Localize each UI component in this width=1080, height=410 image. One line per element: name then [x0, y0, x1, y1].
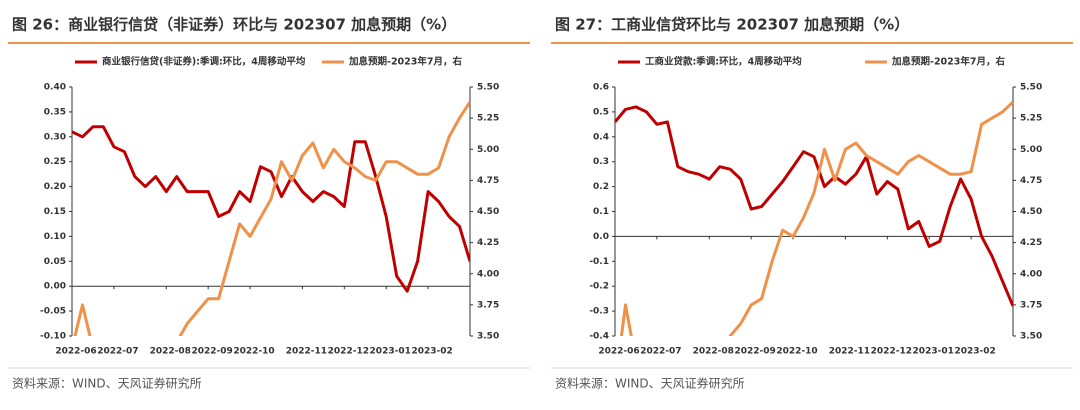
y-tick-label: 0.00 [44, 282, 66, 292]
y2-tick-label: 5.25 [1020, 114, 1042, 124]
x-tick-label: 2022-08 [693, 347, 734, 357]
y2-tick-label: 3.50 [1020, 332, 1042, 342]
y-tick-label: -0.05 [40, 307, 66, 317]
source: 资料来源：WIND、天风证券研究所 [555, 376, 745, 391]
x-tick-label: 2022-09 [735, 347, 776, 357]
x-tick-label: 2023-02 [954, 347, 995, 357]
y-tick-label: 0.3 [593, 157, 609, 167]
y2-tick-label: 5.00 [477, 145, 499, 155]
x-tick-label: 2023-01 [913, 347, 954, 357]
series-line [72, 125, 470, 293]
y-tick-label: -0.10 [40, 332, 66, 342]
series-line [619, 100, 1013, 336]
y2-tick-label: 4.25 [477, 238, 499, 248]
y2-tick-label: 5.50 [1020, 83, 1042, 93]
y-tick-label: 0.0 [593, 232, 609, 242]
y2-tick-label: 4.75 [1020, 176, 1042, 186]
x-tick-label: 2023-01 [370, 347, 411, 357]
y-tick-label: -0.4 [589, 332, 609, 342]
legend-label: 加息预期-2023年7月，右 [348, 56, 462, 68]
y2-tick-label: 4.75 [477, 176, 499, 186]
y-tick-label: 0.6 [593, 83, 609, 93]
y2-tick-label: 3.75 [477, 300, 499, 310]
x-tick-label: 2022-12 [328, 347, 369, 357]
chart-title: 图 26：商业银行信贷（非证券）环比与 202307 加息预期（%） [12, 16, 456, 34]
x-tick-label: 2022-07 [640, 347, 681, 357]
y-tick-label: 0.25 [44, 157, 66, 167]
legend-label: 商业银行信贷(非证券):季调:环比，4周移动平均 [102, 56, 306, 68]
y-tick-label: 0.5 [593, 107, 609, 117]
x-tick-label: 2022-07 [97, 347, 138, 357]
y2-tick-label: 3.75 [1020, 300, 1042, 310]
y-tick-label: 0.20 [44, 182, 66, 192]
y2-tick-label: 5.50 [477, 83, 499, 93]
x-tick-label: 2022-06 [598, 347, 639, 357]
y-tick-label: 0.2 [593, 182, 609, 192]
y-tick-label: 0.1 [593, 207, 609, 217]
x-tick-label: 2023-02 [411, 347, 452, 357]
y2-tick-label: 4.50 [477, 207, 499, 217]
y-tick-label: -0.3 [589, 307, 609, 317]
y-tick-label: -0.1 [589, 257, 609, 267]
y-tick-label: 0.05 [44, 257, 66, 267]
y2-tick-label: 3.50 [477, 332, 499, 342]
x-tick-label: 2022-11 [286, 347, 327, 357]
y-tick-label: 0.30 [44, 132, 66, 142]
y-tick-label: 0.4 [593, 132, 609, 142]
y-tick-label: 0.40 [44, 83, 66, 93]
legend-label: 工商业贷款:季调:环比，4周移动平均 [645, 56, 802, 68]
x-tick-label: 2022-10 [776, 347, 817, 357]
chart-title: 图 27：工商业信贷环比与 202307 加息预期（%） [555, 16, 909, 34]
x-tick-label: 2022-09 [192, 347, 233, 357]
x-tick-label: 2022-11 [829, 347, 870, 357]
series-line [73, 101, 470, 336]
y2-tick-label: 5.00 [1020, 145, 1042, 155]
x-tick-label: 2022-06 [55, 347, 96, 357]
y2-tick-label: 4.00 [477, 269, 499, 279]
x-tick-label: 2022-08 [150, 347, 191, 357]
y2-tick-label: 5.25 [477, 114, 499, 124]
y2-tick-label: 4.50 [1020, 207, 1042, 217]
y2-tick-label: 4.25 [1020, 238, 1042, 248]
legend-label: 加息预期-2023年7月，右 [891, 56, 1005, 68]
y-tick-label: 0.10 [44, 232, 66, 242]
x-tick-label: 2022-10 [233, 347, 274, 357]
x-tick-label: 2022-12 [871, 347, 912, 357]
y2-tick-label: 4.00 [1020, 269, 1042, 279]
y-tick-label: -0.2 [589, 282, 609, 292]
series-line [615, 105, 1013, 307]
source: 资料来源：WIND、天风证券研究所 [12, 376, 202, 391]
y-tick-label: 0.15 [44, 207, 66, 217]
y-tick-label: 0.35 [44, 107, 66, 117]
